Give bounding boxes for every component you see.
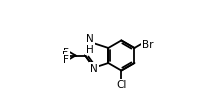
- Text: F: F: [62, 51, 68, 61]
- Text: N
H: N H: [86, 33, 94, 55]
- Text: N: N: [90, 63, 97, 73]
- Text: Cl: Cl: [116, 80, 126, 90]
- Text: F: F: [63, 47, 69, 57]
- Text: Br: Br: [141, 39, 152, 49]
- Text: F: F: [63, 55, 69, 65]
